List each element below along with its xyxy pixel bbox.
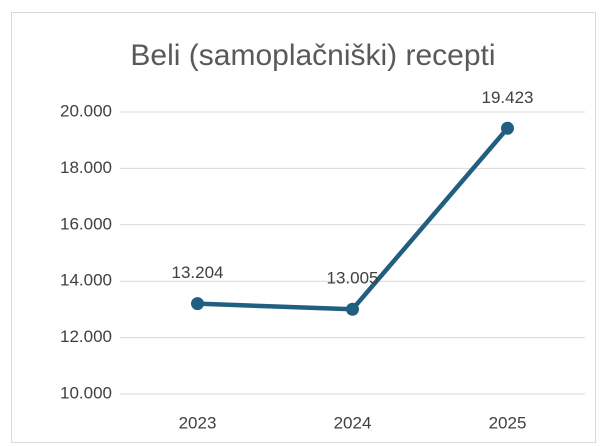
x-tick-label: 2025 <box>489 413 527 432</box>
chart-title: Beli (samoplačniški) recepti <box>130 39 495 72</box>
chart-border <box>11 12 596 443</box>
y-tick-label: 14.000 <box>60 271 112 290</box>
data-point <box>346 302 359 316</box>
y-tick-label: 18.000 <box>60 158 112 177</box>
x-tick-label: 2024 <box>334 413 372 432</box>
x-tick-label: 2023 <box>179 413 217 432</box>
y-tick-label: 20.000 <box>60 101 112 120</box>
y-tick-label: 16.000 <box>60 214 112 233</box>
data-label: 13.204 <box>172 263 224 282</box>
data-label: 19.423 <box>482 88 534 107</box>
data-point <box>191 297 204 311</box>
y-tick-label: 10.000 <box>60 383 112 402</box>
data-label: 13.005 <box>327 269 379 288</box>
data-point <box>501 121 514 135</box>
y-tick-label: 12.000 <box>60 327 112 346</box>
